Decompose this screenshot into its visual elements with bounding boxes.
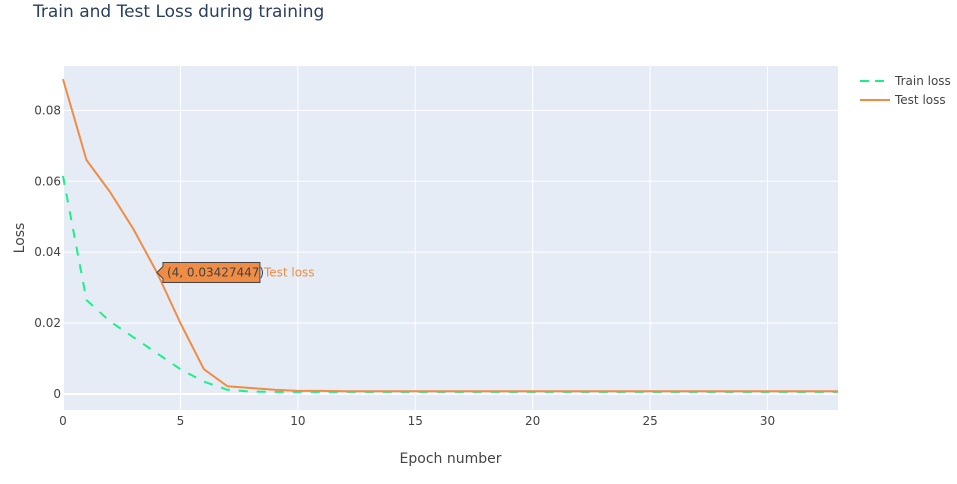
y-tick-label: 0 [53,387,61,401]
y-tick-label: 0.02 [34,316,61,330]
plot-background[interactable] [63,66,838,410]
x-tick-label: 15 [408,414,423,428]
chart-title: Train and Test Loss during training [32,2,324,22]
x-tick-label: 25 [642,414,657,428]
legend-label: Test loss [894,93,946,107]
hover-series-name: Test loss [263,265,315,279]
series-line-test-loss[interactable] [62,78,838,393]
y-tick-label: 0.06 [34,174,61,188]
y-tick-label: 0.08 [34,103,61,117]
legend-item-test-loss[interactable]: Test loss [860,93,946,107]
x-tick-label: 10 [290,414,305,428]
legend[interactable]: Train loss Test loss [860,74,951,107]
hover-box [156,261,261,283]
x-axis-label: Epoch number [400,451,502,467]
legend-label: Train loss [894,74,951,88]
x-tick-label: 20 [525,414,540,428]
x-tick-label: 0 [59,414,67,428]
series-lines [62,78,838,393]
y-axis-label: Loss [12,223,28,254]
hover-value: (4, 0.03427447) [167,265,264,279]
legend-item-train-loss[interactable]: Train loss [860,74,951,88]
x-tick-label: 5 [177,414,185,428]
x-tick-label: 30 [760,414,775,428]
grid-lines [62,66,838,410]
y-tick-label: 0.04 [34,245,61,259]
hover-tooltip: (4, 0.03427447) Test loss [156,261,315,283]
axis-ticks: 0 5 10 15 20 25 30 0 0.02 0.04 0.06 0.08 [34,103,775,428]
